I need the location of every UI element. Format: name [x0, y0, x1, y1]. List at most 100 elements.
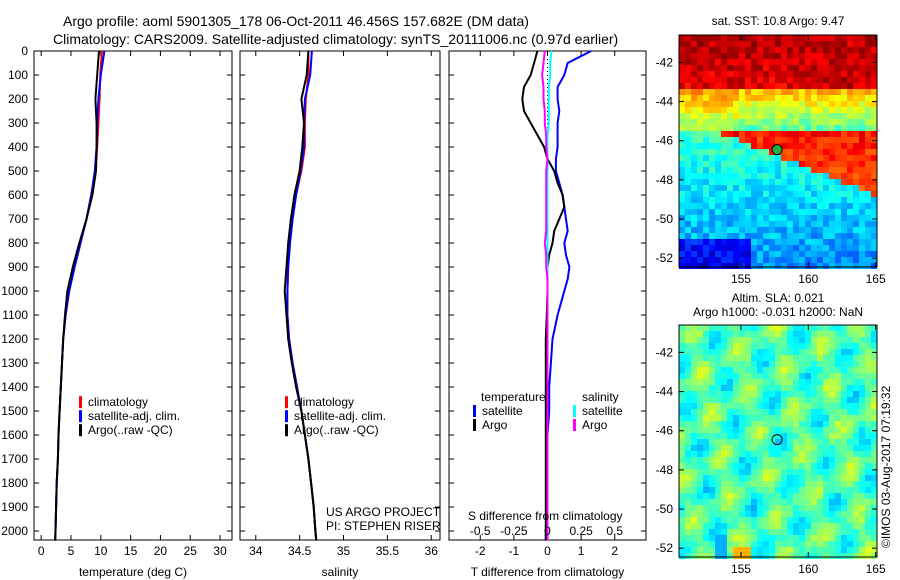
map-cell	[865, 239, 871, 245]
map-cell	[757, 263, 763, 269]
map-cell	[775, 53, 781, 59]
map-cell	[715, 553, 721, 559]
map-cell	[817, 179, 823, 185]
map-cell	[829, 499, 835, 505]
map-cell	[703, 251, 709, 257]
map-cell	[817, 107, 823, 113]
map-cell	[817, 167, 823, 173]
map-cell	[709, 457, 715, 463]
map-cell	[847, 239, 853, 245]
map-cell	[721, 233, 727, 239]
map-cell	[745, 547, 751, 553]
map-cell	[841, 137, 847, 143]
map-cell	[757, 191, 763, 197]
map-cell	[865, 137, 871, 143]
map-cell	[835, 331, 841, 337]
map-cell	[697, 143, 703, 149]
map-cell	[781, 439, 787, 445]
map-cell	[703, 439, 709, 445]
map-cell	[847, 421, 853, 427]
map-cell	[769, 95, 775, 101]
map-cell	[823, 83, 829, 89]
map-cell	[697, 349, 703, 355]
map-cell	[793, 421, 799, 427]
y-tick-label: 400	[8, 140, 28, 154]
map-cell	[703, 445, 709, 451]
map-cell	[751, 385, 757, 391]
map-cell	[829, 161, 835, 167]
map-cell	[775, 343, 781, 349]
map-cell	[703, 71, 709, 77]
map-cell	[691, 337, 697, 343]
map-cell	[679, 397, 685, 403]
map-cell	[745, 47, 751, 53]
map-cell	[859, 487, 865, 493]
map-cell	[805, 107, 811, 113]
map-cell	[871, 95, 877, 101]
map-cell	[811, 149, 817, 155]
map-cell	[745, 263, 751, 269]
map-cell	[805, 77, 811, 83]
map-cell	[703, 257, 709, 263]
map-cell	[835, 35, 841, 41]
map-cell	[739, 325, 745, 331]
map-cell	[763, 373, 769, 379]
map-cell	[691, 481, 697, 487]
map-cell	[733, 149, 739, 155]
map-cell	[847, 547, 853, 553]
map-cell	[733, 173, 739, 179]
map-cell	[811, 185, 817, 191]
map-cell	[847, 505, 853, 511]
map-cell	[775, 409, 781, 415]
map-cell	[775, 397, 781, 403]
map-cell	[733, 131, 739, 137]
map-cell	[829, 191, 835, 197]
map-cell	[751, 343, 757, 349]
y-tick-label: -44	[656, 95, 674, 109]
map-cell	[679, 257, 685, 263]
map-cell	[781, 215, 787, 221]
map-cell	[871, 523, 877, 529]
map-cell	[703, 239, 709, 245]
map-cell	[847, 113, 853, 119]
map-cell	[685, 487, 691, 493]
map-cell	[781, 421, 787, 427]
map-cell	[733, 113, 739, 119]
map-cell	[775, 239, 781, 245]
map-cell	[697, 343, 703, 349]
map-cell	[715, 113, 721, 119]
map-cell	[775, 107, 781, 113]
legend-header-temperature: temperature	[481, 390, 546, 404]
map-cell	[775, 71, 781, 77]
map-cell	[817, 251, 823, 257]
map-cell	[793, 493, 799, 499]
map-title: sat. SST: 10.8 Argo: 9.47	[712, 14, 845, 28]
map-cell	[727, 113, 733, 119]
map-cell	[745, 119, 751, 125]
map-cell	[679, 373, 685, 379]
map-cell	[841, 155, 847, 161]
map-cell	[817, 535, 823, 541]
map-cell	[853, 245, 859, 251]
map-cell	[865, 325, 871, 331]
map-cell	[835, 523, 841, 529]
map-cell	[691, 71, 697, 77]
map-cell	[841, 47, 847, 53]
map-cell	[763, 529, 769, 535]
map-cell	[793, 445, 799, 451]
map-cell	[811, 47, 817, 53]
map-cell	[799, 119, 805, 125]
map-cell	[769, 331, 775, 337]
map-cell	[715, 47, 721, 53]
map-cell	[721, 433, 727, 439]
map-cell	[853, 71, 859, 77]
x-axis-label: salinity	[322, 565, 359, 579]
map-cell	[871, 155, 877, 161]
y-tick-label: 100	[8, 68, 28, 82]
map-cell	[769, 119, 775, 125]
map-cell	[829, 113, 835, 119]
map-cell	[721, 251, 727, 257]
map-cell	[781, 463, 787, 469]
map-cell	[775, 379, 781, 385]
